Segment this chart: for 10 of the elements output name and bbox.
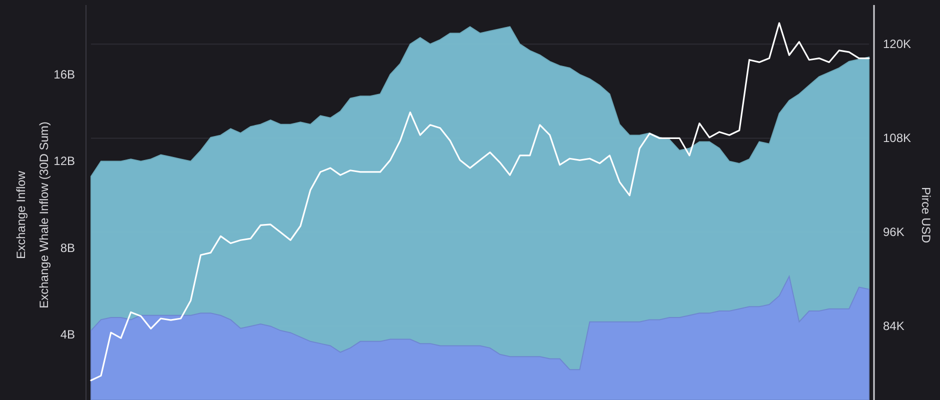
- y-tick-label: 8B: [60, 240, 75, 255]
- y-tick-label: 12B: [54, 154, 75, 168]
- y2-tick-label: 96K: [883, 225, 904, 240]
- y2-tick-label: 120K: [883, 37, 912, 52]
- y2-axis-title: Pirce USD: [918, 186, 933, 244]
- y-tick-label: 4B: [60, 328, 75, 342]
- y2-tick-label: 84K: [883, 319, 904, 334]
- y-axis-title: Exchange Inflow Exchange Whale Inflow (30D Sum): [14, 122, 52, 308]
- y-tick-label: 16B: [54, 67, 75, 82]
- y2-tick-label: 108K: [883, 131, 912, 146]
